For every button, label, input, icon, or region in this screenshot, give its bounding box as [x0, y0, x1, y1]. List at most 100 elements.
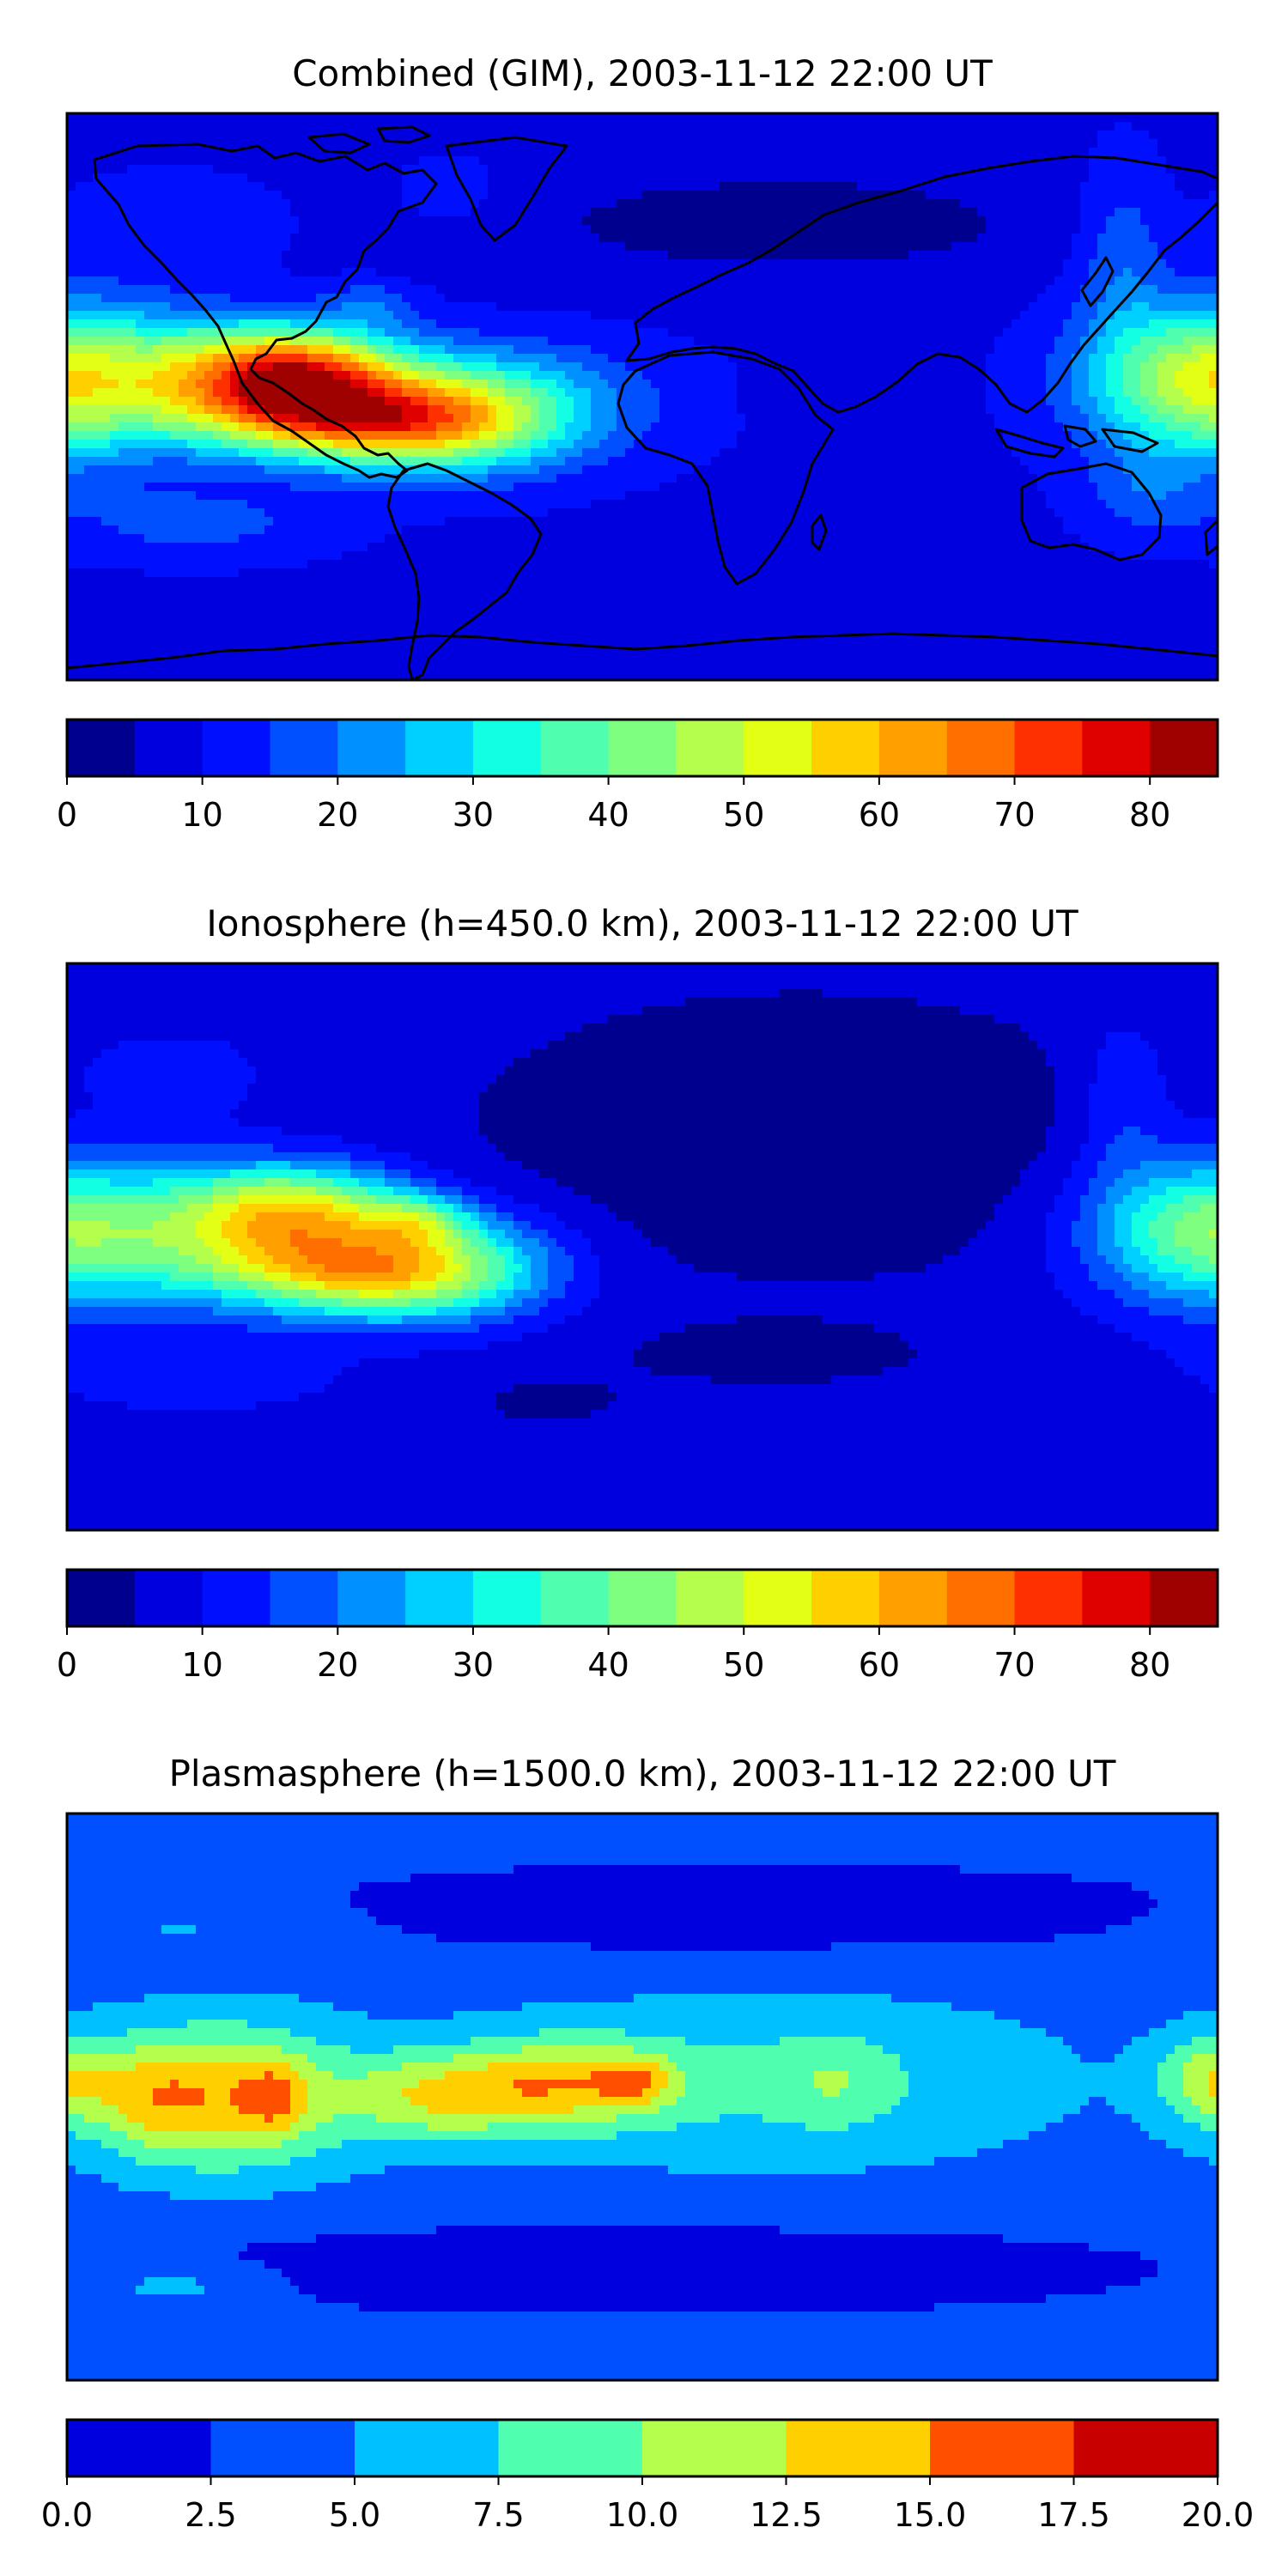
field-cell	[737, 414, 746, 423]
field-cell	[814, 405, 823, 415]
field-cell	[222, 173, 231, 183]
field-cell	[316, 276, 325, 286]
field-cell	[780, 380, 789, 389]
field-cell	[1209, 225, 1218, 234]
field-cell	[659, 337, 669, 346]
field-cell	[1106, 268, 1115, 277]
field-cell	[608, 337, 617, 346]
field-cell	[419, 285, 428, 295]
field-cell	[522, 148, 532, 157]
field-cell	[634, 234, 643, 243]
field-cell	[282, 191, 291, 200]
field-cell	[556, 371, 566, 380]
field-cell	[720, 294, 729, 303]
field-cell	[771, 122, 781, 131]
field-cell	[599, 294, 609, 303]
field-cell	[728, 328, 738, 337]
field-cell	[582, 251, 592, 260]
field-cell	[814, 234, 823, 243]
field-cell	[1063, 354, 1072, 363]
field-cell	[531, 165, 540, 174]
field-cell	[1072, 414, 1081, 423]
field-cell	[1157, 225, 1167, 234]
field-cell	[179, 131, 188, 140]
field-cell	[814, 199, 823, 209]
field-cell	[1166, 165, 1176, 174]
field-cell	[196, 251, 205, 260]
field-cell	[161, 319, 171, 329]
field-cell	[823, 337, 832, 346]
field-cell	[101, 285, 111, 295]
field-cell	[496, 345, 506, 355]
field-cell	[505, 422, 514, 432]
field-cell	[282, 234, 291, 243]
field-cell	[110, 397, 119, 406]
field-cell	[1200, 302, 1210, 312]
field-cell	[599, 388, 609, 398]
field-cell	[196, 113, 205, 123]
field-cell	[359, 422, 368, 432]
field-cell	[1149, 405, 1158, 415]
field-cell	[651, 319, 660, 329]
field-cell	[891, 268, 901, 277]
field-cell	[1149, 208, 1158, 217]
field-cell	[720, 148, 729, 157]
field-cell	[651, 311, 660, 320]
field-cell	[831, 234, 841, 243]
field-cell	[488, 139, 497, 149]
field-cell	[1063, 225, 1072, 234]
field-cell	[213, 362, 222, 372]
field-cell	[814, 345, 823, 355]
field-cell	[282, 380, 291, 389]
field-cell	[1080, 397, 1090, 406]
field-cell	[711, 285, 720, 295]
field-cell	[1209, 165, 1218, 174]
field-cell	[1029, 285, 1038, 295]
field-cell	[342, 191, 351, 200]
field-cell	[101, 345, 111, 355]
field-cell	[548, 242, 557, 252]
field-cell	[110, 431, 119, 440]
field-cell	[256, 242, 265, 252]
field-cell	[522, 414, 532, 423]
field-cell	[333, 173, 343, 183]
field-cell	[239, 199, 248, 209]
field-cell	[1020, 251, 1030, 260]
field-cell	[1106, 156, 1115, 166]
field-cell	[960, 165, 969, 174]
field-cell	[1209, 405, 1218, 415]
field-cell	[1132, 182, 1141, 191]
field-cell	[496, 285, 506, 295]
field-cell	[1029, 328, 1038, 337]
field-cell	[848, 208, 858, 217]
field-cell	[522, 345, 532, 355]
field-cell	[1200, 362, 1210, 372]
field-cell	[368, 319, 377, 329]
field-cell	[342, 268, 351, 277]
field-cell	[170, 182, 179, 191]
field-cell	[960, 328, 969, 337]
field-cell	[1166, 302, 1176, 312]
field-cell	[1089, 380, 1098, 389]
field-cell	[118, 113, 128, 123]
field-cell	[642, 148, 652, 157]
field-cell	[522, 208, 532, 217]
field-cell	[539, 414, 549, 423]
field-cell	[754, 216, 763, 226]
field-cell	[299, 405, 308, 415]
field-cell	[342, 311, 351, 320]
field-cell	[926, 242, 935, 252]
field-cell	[531, 414, 540, 423]
field-cell	[1166, 414, 1176, 423]
field-cell	[1132, 139, 1141, 149]
field-cell	[565, 405, 574, 415]
field-cell	[393, 405, 403, 415]
field-cell	[565, 388, 574, 398]
field-cell	[393, 113, 403, 123]
field-cell	[273, 122, 283, 131]
field-cell	[762, 319, 772, 329]
field-cell	[101, 216, 111, 226]
field-cell	[1072, 216, 1081, 226]
field-cell	[153, 139, 162, 149]
